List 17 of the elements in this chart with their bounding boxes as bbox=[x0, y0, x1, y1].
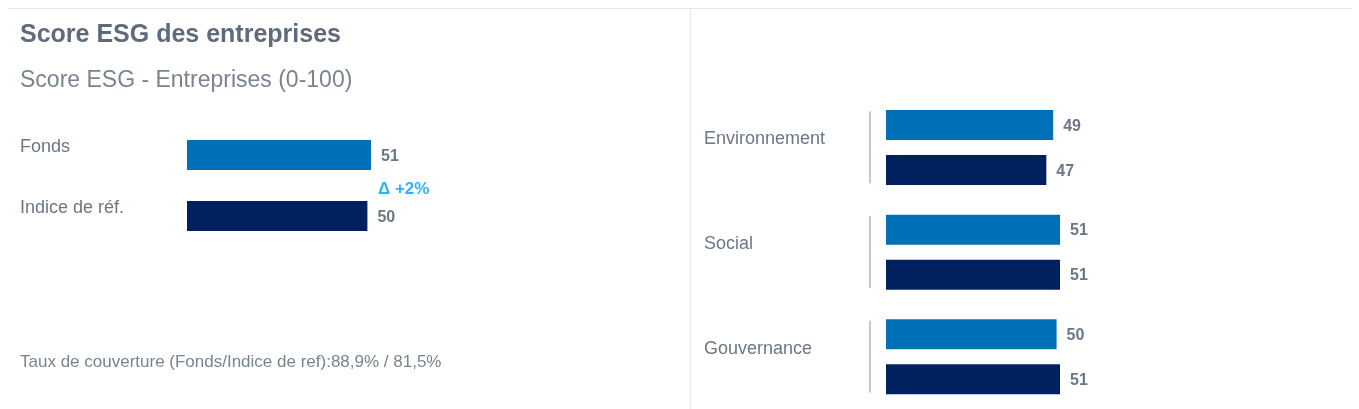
data-label: 51 bbox=[1070, 266, 1088, 284]
y-tick-label: Environnement bbox=[704, 128, 826, 149]
y-tick-label: Gouvernance bbox=[704, 337, 813, 358]
data-label: 51 bbox=[381, 146, 399, 164]
data-label: 51 bbox=[1070, 221, 1088, 239]
y-tick-label: Social bbox=[704, 233, 754, 253]
text: Taux de couverture (Fonds/Indice de ref):88,9% / 81,5% bbox=[20, 352, 442, 372]
text: Δ +2% bbox=[378, 179, 430, 199]
chart-subtitle: Score ESG - Entreprises (0-100) bbox=[20, 66, 353, 93]
data-label: 50 bbox=[1066, 326, 1085, 344]
data-label: 47 bbox=[1056, 161, 1075, 179]
data-label: 51 bbox=[1070, 371, 1088, 389]
data-label: 50 bbox=[377, 207, 396, 225]
chart-title: Score ESG des entreprises bbox=[20, 19, 341, 48]
y-tick-label: Fonds bbox=[20, 135, 71, 156]
data-label: 49 bbox=[1063, 116, 1082, 134]
y-tick-label: Indice de réf. bbox=[20, 196, 125, 217]
